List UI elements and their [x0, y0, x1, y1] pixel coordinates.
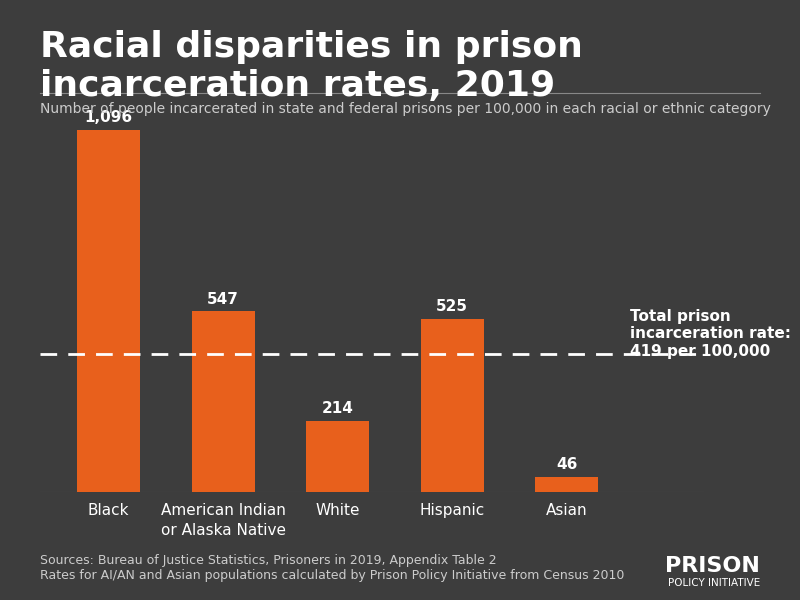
Text: 1,096: 1,096 [85, 110, 133, 125]
Text: Sources: Bureau of Justice Statistics, Prisoners in 2019, Appendix Table 2
Rates: Sources: Bureau of Justice Statistics, P… [40, 554, 624, 582]
Text: 525: 525 [436, 299, 468, 314]
Bar [306, 421, 369, 492]
Text: 547: 547 [207, 292, 239, 307]
Bar [78, 130, 140, 492]
Text: Racial disparities in prison incarceration rates, 2019: Racial disparities in prison incarcerati… [40, 30, 583, 103]
Text: 46: 46 [556, 457, 578, 472]
Text: Number of people incarcerated in state and federal prisons per 100,000 in each r: Number of people incarcerated in state a… [40, 102, 771, 116]
Bar [192, 311, 254, 492]
Bar [421, 319, 484, 492]
Text: PRISON: PRISON [665, 556, 760, 576]
Bar [535, 477, 598, 492]
Text: 214: 214 [322, 401, 354, 416]
Text: POLICY INITIATIVE: POLICY INITIATIVE [668, 578, 760, 588]
Text: Total prison
incarceration rate:
419 per 100,000: Total prison incarceration rate: 419 per… [630, 309, 790, 359]
